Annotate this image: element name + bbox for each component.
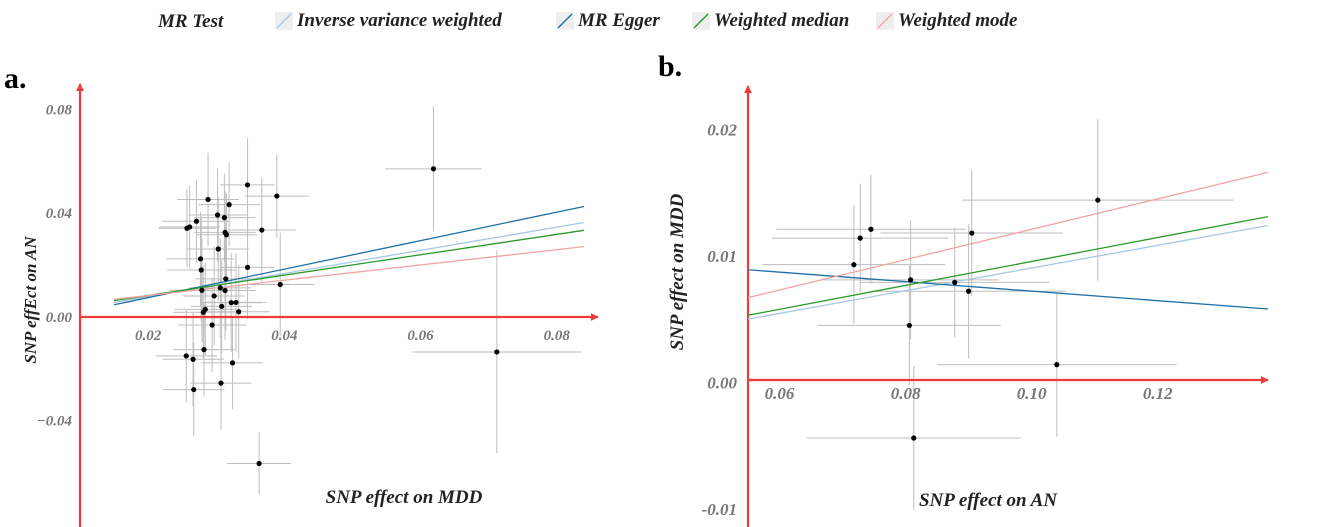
panel-a-data-point: [197, 256, 204, 262]
panel-a-data-point: [214, 212, 221, 218]
panel-label-a: a.: [4, 62, 27, 95]
panel-a-data-point: [211, 293, 217, 299]
panel-a-data-point: [222, 287, 228, 294]
panel-b-data-point: [906, 322, 912, 329]
panel-a-data-point: [228, 300, 234, 306]
panel-b-data-point: [851, 262, 857, 268]
legend-label-mr-egger: MR Egger: [578, 10, 660, 31]
panel-a-fit-line-3: [113, 246, 585, 300]
panel-b-data-point: [908, 277, 914, 283]
panel-b-data-point: [952, 279, 958, 285]
panel-b: 0.06 0.08 0.10 0.12 0.02 0.01 0.00 -0.01 SNP eff…: [667, 85, 1269, 527]
panel-a-y-tick-label: 0.04: [46, 206, 73, 222]
panel-a-data-point: [209, 322, 215, 328]
panel-a-data-point: [200, 309, 206, 315]
panel-a-data-point: [215, 246, 221, 252]
panel-b-data-point: [1054, 362, 1060, 368]
legend-item-ivw: Inverse variance weighted: [275, 10, 502, 32]
panel-a-data-point: [191, 386, 197, 393]
panel-a-data-point: [274, 193, 280, 199]
panel-a-data-point: [199, 287, 205, 293]
panel-b-fit-line-0: [747, 224, 1269, 320]
panel-a-x-tick-label: 0.02: [135, 328, 162, 344]
panel-a-y-tick-label: 0.08: [46, 102, 73, 118]
panel-b-fit-line-2: [747, 215, 1269, 316]
legend-label-weighted-median: Weighted median: [714, 10, 850, 31]
panel-a-data-point: [183, 353, 189, 359]
panel-b-fit-line-3: [747, 171, 1269, 299]
panel-a: 0.02 0.04 0.06 0.08 0.08 0.04 0.00 −0.04 SNP eff…: [21, 83, 599, 527]
legend-key-mr-egger: [556, 12, 574, 30]
panel-b-y-axis-title: SNP effect on MDD: [667, 193, 688, 350]
panel-a-data-point: [193, 218, 200, 224]
panel-a-data-point: [201, 347, 207, 353]
panel-a-data-point: [218, 380, 224, 386]
panel-a-data-point: [226, 202, 232, 208]
legend-item-mr-egger: MR Egger: [556, 10, 660, 32]
legend-label-weighted-mode: Weighted mode: [898, 10, 1018, 31]
panel-a-data-point: [223, 232, 230, 238]
panel-a-data-point: [205, 196, 211, 203]
legend: MR Test Inverse variance weighted MR Egg…: [0, 0, 1318, 44]
panel-b-data-point: [966, 288, 972, 294]
legend-key-ivw: [275, 12, 293, 30]
panel-a-data-point: [494, 349, 500, 355]
panel-b-data-point: [857, 235, 863, 241]
panel-b-y-tick-label: 0.00: [707, 373, 737, 392]
panel-a-data-point: [277, 281, 283, 288]
panel-a-y-tick-label: 0.00: [46, 310, 73, 326]
panel-a-fit-line-2: [113, 229, 585, 302]
panel-a-data-point: [184, 225, 190, 231]
panel-a-x-tick-label: 0.04: [271, 328, 298, 344]
panel-label-b: b.: [658, 50, 683, 83]
panel-a-data-point: [244, 182, 251, 188]
panel-b-x-tick-label: 0.12: [1143, 384, 1173, 403]
panel-a-data-point: [217, 285, 223, 291]
panel-a-y-tick-label: −0.04: [37, 414, 73, 430]
panel-b-y-tick-label: 0.01: [707, 247, 737, 266]
panel-a-y-axis-title: SNP effEct on AN: [21, 236, 40, 364]
panel-a-data-point: [256, 460, 262, 467]
panel-a-data-point: [259, 227, 265, 233]
panel-b-x-tick-label: 0.10: [1017, 384, 1047, 403]
panel-b-data-point: [969, 230, 975, 236]
panel-a-x-tick-label: 0.08: [544, 328, 571, 344]
legend-item-weighted-median: Weighted median: [692, 10, 849, 32]
legend-title: MR Test: [158, 11, 224, 32]
panel-a-data-point: [430, 166, 437, 172]
panel-a-data-point: [244, 264, 251, 271]
panel-a-data-point: [229, 360, 236, 366]
panel-b-data-point: [911, 435, 917, 441]
panel-b-x-tick-label: 0.08: [891, 384, 921, 403]
panel-b-data-point: [868, 226, 874, 232]
panel-a-data-point: [233, 299, 239, 306]
legend-label-ivw: Inverse variance weighted: [297, 10, 502, 31]
legend-key-weighted-mode: [876, 12, 894, 30]
panel-a-data-point: [236, 309, 242, 315]
panel-b-fit-line-1: [747, 269, 1269, 310]
panel-a-data-point: [198, 267, 204, 273]
legend-item-weighted-mode: Weighted mode: [876, 10, 1017, 32]
panel-b-y-tick-label: -0.01: [702, 500, 737, 519]
panel-b-data-point: [1095, 197, 1101, 203]
panel-a-x-tick-label: 0.06: [407, 328, 434, 344]
legend-key-weighted-median: [692, 12, 710, 30]
panel-a-data-point: [190, 356, 196, 362]
panel-b-y-tick-label: 0.02: [707, 120, 737, 139]
panel-a-data-point: [223, 276, 229, 282]
panel-b-x-axis-title: SNP effect on AN: [919, 490, 1058, 511]
panel-a-data-point: [219, 303, 225, 309]
panel-a-x-axis-title: SNP effect on MDD: [326, 487, 483, 508]
panel-a-data-point: [221, 215, 227, 221]
panel-b-x-tick-label: 0.06: [765, 384, 795, 403]
